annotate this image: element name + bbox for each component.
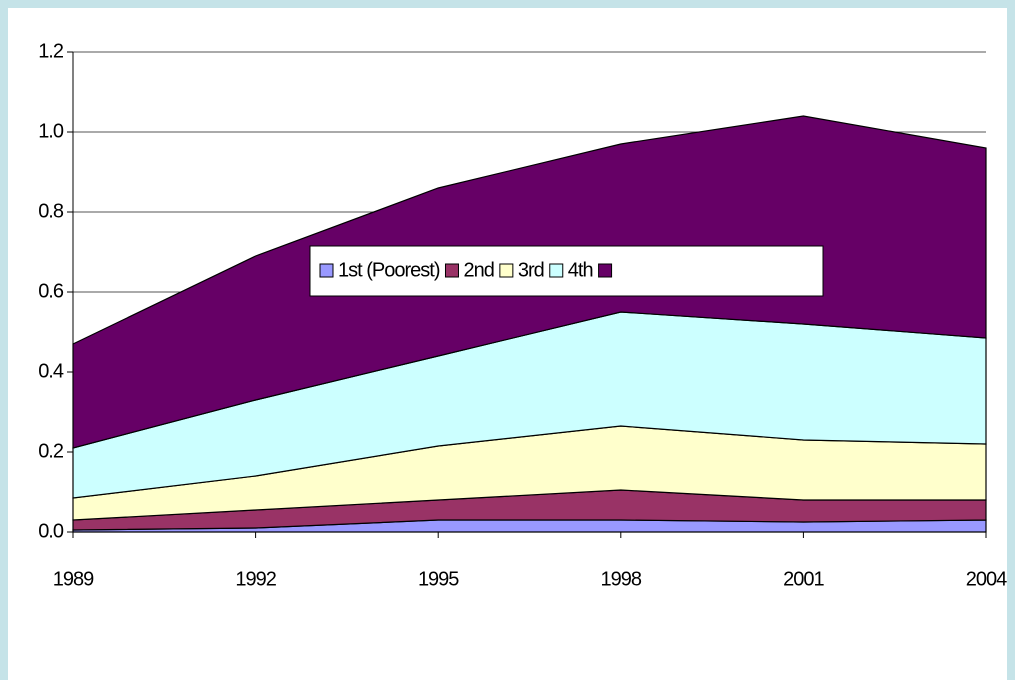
legend-label: 4th bbox=[568, 259, 593, 281]
x-tick-label: 2001 bbox=[783, 568, 824, 590]
x-tick-label: 2004 bbox=[966, 568, 1007, 590]
legend-swatch bbox=[499, 263, 514, 278]
legend-label: 1st (Poorest) bbox=[338, 259, 440, 281]
legend-box bbox=[309, 245, 824, 297]
legend: 1st (Poorest) 2nd 3rd 4th bbox=[309, 245, 824, 297]
y-tick-label: 0.8 bbox=[38, 200, 64, 222]
y-tick-label: 0.0 bbox=[38, 520, 64, 542]
y-tick-label: 0.4 bbox=[38, 360, 64, 382]
legend-swatch bbox=[598, 263, 613, 278]
y-tick-label: 0.2 bbox=[38, 440, 64, 462]
y-tick-label: 0.6 bbox=[38, 280, 64, 302]
legend-label: 3rd bbox=[518, 259, 544, 281]
y-tick-label: 1.0 bbox=[38, 120, 64, 142]
x-tick-label: 1998 bbox=[601, 568, 642, 590]
x-tick-label: 1992 bbox=[235, 568, 276, 590]
legend-swatch bbox=[444, 263, 459, 278]
legend-swatch bbox=[549, 263, 564, 278]
x-tick-label: 1995 bbox=[418, 568, 459, 590]
y-tick-label: 1.2 bbox=[38, 40, 64, 62]
legend-swatch bbox=[319, 263, 334, 278]
legend-label: 2nd bbox=[463, 259, 493, 281]
x-tick-label: 1989 bbox=[53, 568, 94, 590]
